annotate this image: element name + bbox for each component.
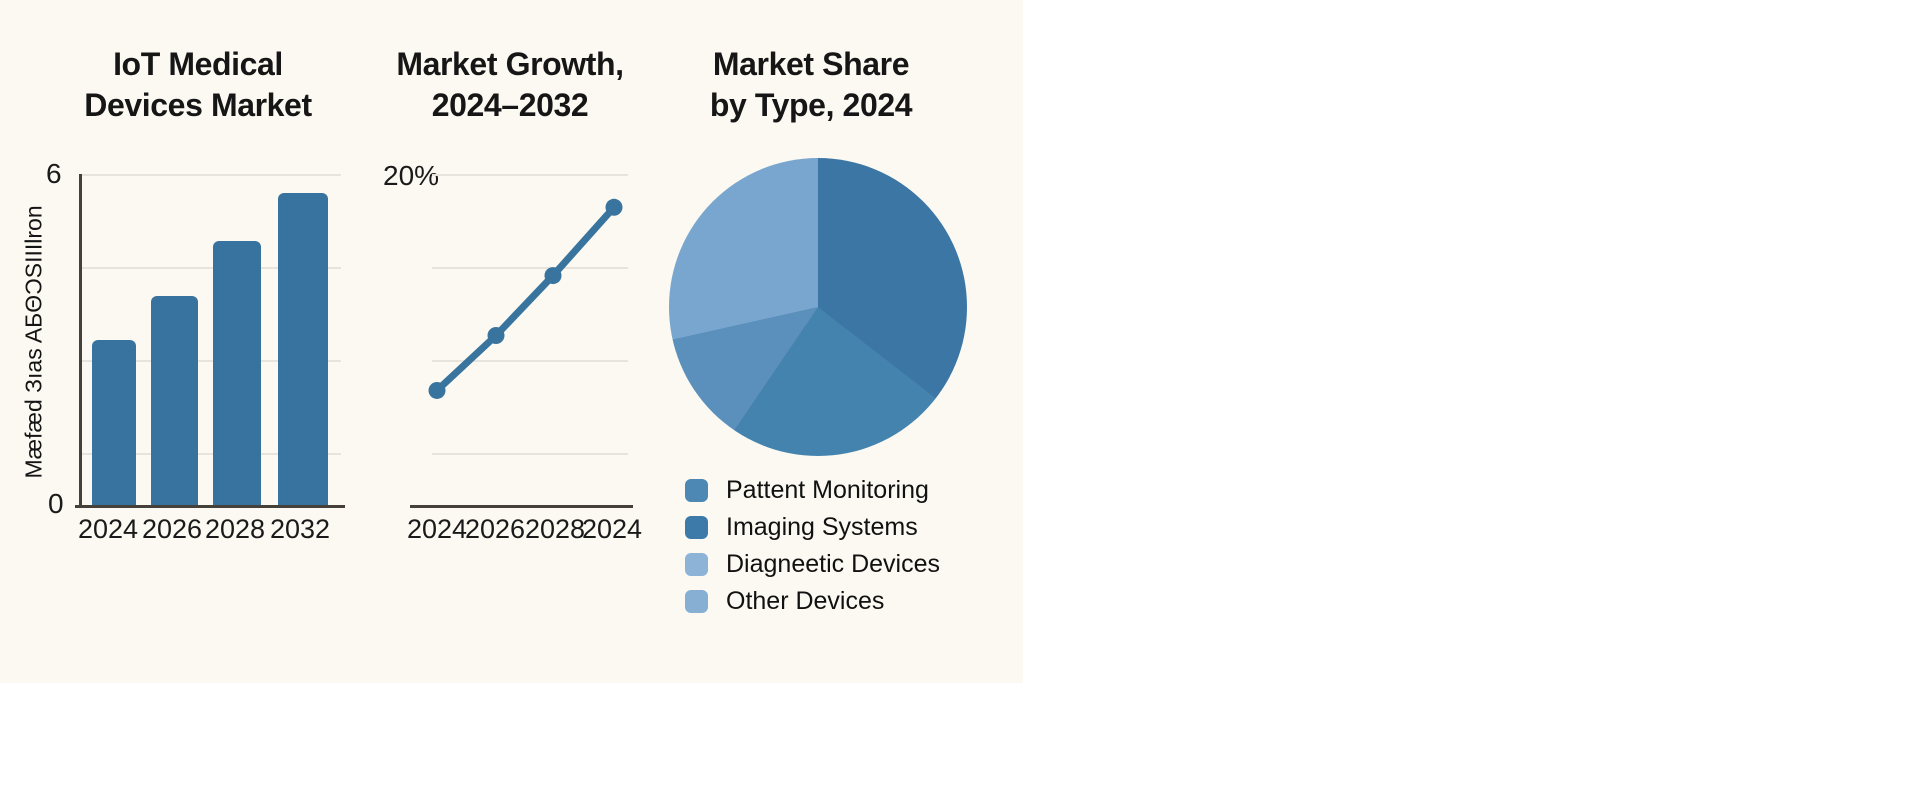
line-data-point-2026 <box>487 327 505 345</box>
pie-chart <box>669 158 967 456</box>
bar-chart-gridline <box>82 174 341 176</box>
legend-row-3: Other Devices <box>685 583 940 620</box>
legend-swatch-icon <box>685 516 708 539</box>
bar-chart-xtick-2: 2028 <box>204 514 266 544</box>
bar-chart-x-axis <box>75 505 345 508</box>
line-data-point-2024 <box>428 381 446 399</box>
bar-chart-xtick-0: 2024 <box>77 514 139 544</box>
legend-row-2: Diagneetic Devices <box>685 546 940 583</box>
line-chart-gridline <box>432 174 628 176</box>
legend-label: Other Devices <box>726 587 885 615</box>
bar-chart-xtick-3: 2032 <box>269 514 331 544</box>
legend-swatch-icon <box>685 479 708 502</box>
bar-2024 <box>92 340 136 507</box>
line-chart-series <box>428 198 623 399</box>
bar-chart-title-line2: Devices Market <box>84 87 312 123</box>
legend-row-0: Pattent Monitoring <box>685 472 940 509</box>
pie-chart-title-line1: Market Share <box>712 46 910 82</box>
bar-2032 <box>278 193 328 507</box>
legend-swatch-icon <box>685 553 708 576</box>
bar-chart-gridline <box>82 453 341 455</box>
line-data-point-2028 <box>544 267 562 285</box>
legend-label: Imaging Systems <box>726 513 918 541</box>
line-chart-xtick-3: 2024 <box>581 514 643 544</box>
pie-chart-title-line2: by Type, 2024 <box>709 87 913 123</box>
bar-chart-ytick-max: 6 <box>46 158 62 189</box>
bar-chart-y-axis-label: Mæfæd Зıas AБΘƆSIIIlron <box>20 205 47 479</box>
line-series-path <box>433 203 618 394</box>
line-chart-title-line1: Market Growth, <box>396 46 624 82</box>
legend-label: Diagneetic Devices <box>726 550 940 578</box>
line-chart-title: Market Growth, 2024–2032 <box>375 44 645 126</box>
line-chart-xtick-2: 2028 <box>524 514 586 544</box>
bar-chart-ytick-min: 0 <box>48 488 64 519</box>
pie-chart-legend: Pattent Monitoring Imaging Systems Diagnee… <box>685 472 940 620</box>
bar-chart-title: IoT Medical Devices Market <box>43 44 353 126</box>
line-chart-gridline <box>432 453 628 455</box>
bar-chart-title-line1: IoT Medical <box>113 46 283 82</box>
bar-chart-plot-area <box>79 174 341 507</box>
pie-chart-title: Market Share by Type, 2024 <box>653 44 969 126</box>
line-chart-gridline <box>432 267 628 269</box>
bar-chart-gridline <box>82 360 341 362</box>
legend-row-1: Imaging Systems <box>685 509 940 546</box>
bar-chart-gridline <box>82 267 341 269</box>
bar-chart-xtick-1: 2026 <box>141 514 203 544</box>
legend-label: Pattent Monitoring <box>726 476 929 504</box>
line-chart-x-axis <box>410 505 633 508</box>
line-chart-ytick-20pct: 20% <box>383 160 440 191</box>
line-chart-gridline <box>432 360 628 362</box>
line-chart-title-line2: 2024–2032 <box>431 87 589 123</box>
line-chart-xtick-1: 2026 <box>464 514 526 544</box>
legend-swatch-icon <box>685 590 708 613</box>
bar-2028 <box>213 241 261 507</box>
bar-2026 <box>151 296 198 507</box>
line-chart-xtick-0: 2024 <box>406 514 468 544</box>
line-data-point-2024 <box>605 198 623 216</box>
